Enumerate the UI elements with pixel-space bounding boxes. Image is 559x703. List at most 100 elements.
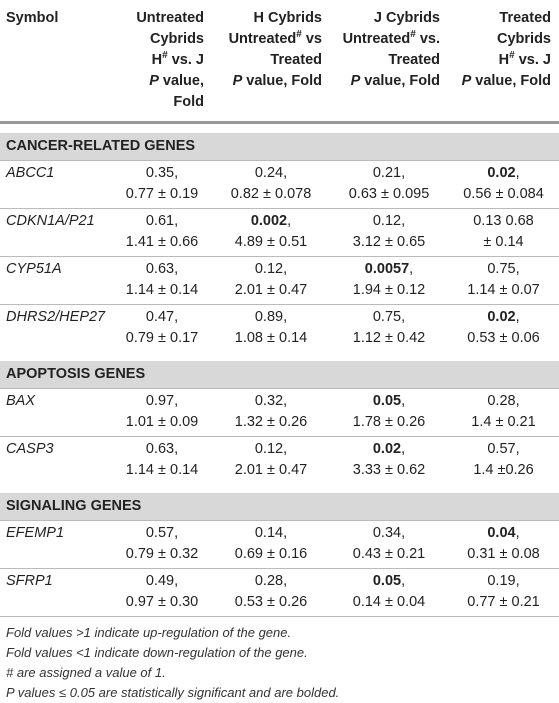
gene-row: SFRP1 0.49, 0.97 ± 0.30 0.28, 0.53 ± 0.26 0.0… <box>0 568 559 616</box>
header-text: P <box>149 73 159 89</box>
value-cell: 0.0057, 1.94 ± 0.12 <box>330 256 448 305</box>
value-cell: 0.05, 1.78 ± 0.26 <box>330 388 448 437</box>
p-value: 0.63 <box>145 261 175 277</box>
separator: , <box>174 393 179 409</box>
header-line: Treated <box>388 52 440 68</box>
fold-value: 1.14 ± 0.14 <box>125 462 199 478</box>
value-cell: 0.61, 1.41 ± 0.66 <box>112 208 212 257</box>
fold-value: 0.56 ± 0.084 <box>463 186 544 202</box>
value-cell: 0.24, 0.82 ± 0.078 <box>212 160 330 209</box>
p-value: 0.28 <box>487 393 516 409</box>
p-value: 0.12 <box>372 213 402 229</box>
p-line: 0.12, <box>334 211 444 232</box>
value-cell: 0.32, 1.32 ± 0.26 <box>212 388 330 437</box>
separator: , <box>283 165 288 181</box>
value-cell: 0.002, 4.89 ± 0.51 <box>212 208 330 257</box>
header-text: value, Fold <box>158 73 204 110</box>
p-line: 0.12, <box>216 439 326 460</box>
p-line: 0.14, <box>216 523 326 544</box>
header-line: Cybrids <box>150 31 204 47</box>
p-value: 0.57 <box>145 525 175 541</box>
p-line: 0.32, <box>216 391 326 412</box>
fold-value: 2.01 ± 0.47 <box>234 282 308 298</box>
fold-value: 0.79 ± 0.32 <box>125 546 199 562</box>
p-line: 0.57, <box>452 439 555 460</box>
header-text: Untreated <box>228 31 297 47</box>
header-text: value, Fold <box>360 73 440 89</box>
p-line: 0.63, <box>116 439 208 460</box>
separator: , <box>283 573 288 589</box>
p-line: 0.21, <box>334 163 444 184</box>
value-cell: 0.13 0.68 ± 0.14 <box>448 208 559 257</box>
fold-value: 1.08 ± 0.14 <box>234 330 308 346</box>
p-value: 0.89 <box>254 309 284 325</box>
fold-value: 3.12 ± 0.65 <box>352 234 426 250</box>
p-line: 0.63, <box>116 259 208 280</box>
p-line: 0.002, <box>216 211 326 232</box>
p-value: 0.32 <box>254 393 284 409</box>
header-text: H <box>151 52 163 68</box>
p-value: 0.47 <box>145 309 175 325</box>
p-value: 0.0057 <box>364 261 410 277</box>
separator: , <box>515 573 520 589</box>
separator: , <box>401 441 406 457</box>
p-line: 0.05, <box>334 391 444 412</box>
section-title: APOPTOSIS GENES <box>0 358 559 389</box>
value-cell: 0.12, 2.01 ± 0.47 <box>212 256 330 305</box>
separator: , <box>401 309 406 325</box>
gene-symbol: CASP3 <box>0 436 112 484</box>
separator: , <box>515 441 520 457</box>
separator: , <box>401 165 406 181</box>
header-text: vs. J <box>514 52 551 68</box>
p-value: 0.12 <box>254 441 284 457</box>
fold-value: ± 0.14 <box>483 234 524 250</box>
value-cell: 0.89, 1.08 ± 0.14 <box>212 304 330 352</box>
p-line: 0.28, <box>452 391 555 412</box>
header-text: P <box>461 73 472 89</box>
p-value: 0.63 <box>145 441 175 457</box>
column-header: Symbol <box>0 0 112 124</box>
header-line: Untreated# vs. <box>334 29 440 50</box>
gene-row: CASP3 0.63, 1.14 ± 0.14 0.12, 2.01 ± 0.47 0.0… <box>0 436 559 484</box>
spacer <box>0 352 559 360</box>
separator: , <box>174 309 179 325</box>
header-line: H# vs. J <box>452 50 551 71</box>
section-title: SIGNALING GENES <box>0 490 559 521</box>
p-value: 0.75 <box>372 309 402 325</box>
value-cell: 0.49, 0.97 ± 0.30 <box>112 568 212 616</box>
gene-row: ABCC1 0.35, 0.77 ± 0.19 0.24, 0.82 ± 0.078 0.… <box>0 160 559 209</box>
separator: , <box>174 573 179 589</box>
value-cell: 0.02, 3.33 ± 0.62 <box>330 436 448 484</box>
value-cell: 0.34, 0.43 ± 0.21 <box>330 520 448 569</box>
p-value: 0.24 <box>254 165 284 181</box>
header-text: # <box>410 29 416 41</box>
header-line: P value, Fold <box>334 71 440 92</box>
header-text: # <box>162 50 168 62</box>
fold-value: 0.82 ± 0.078 <box>230 186 312 202</box>
fold-value: 4.89 ± 0.51 <box>234 234 308 250</box>
separator: , <box>401 213 406 229</box>
p-value: 0.02 <box>487 165 516 181</box>
header-line: H# vs. J <box>116 50 204 71</box>
gene-row: BAX 0.97, 1.01 ± 0.09 0.32, 1.32 ± 0.26 0.05,… <box>0 388 559 437</box>
fold-value: 0.69 ± 0.16 <box>234 546 308 562</box>
header-text: P <box>350 73 361 89</box>
section-row: CANCER-RELATED GENES <box>0 130 559 161</box>
footnote: Fold values >1 indicate up-regulation of… <box>6 625 292 640</box>
p-value: 0.04 <box>487 525 516 541</box>
fold-value: 0.14 ± 0.04 <box>352 594 426 610</box>
fold-value: 2.01 ± 0.47 <box>234 462 308 478</box>
separator: , <box>174 441 179 457</box>
value-cell: 0.04, 0.31 ± 0.08 <box>448 520 559 569</box>
header-line: J Cybrids <box>373 10 440 26</box>
p-value: 0.02 <box>487 309 516 325</box>
value-cell: 0.12, 3.12 ± 0.65 <box>330 208 448 257</box>
p-line: 0.04, <box>452 523 555 544</box>
header-line: Symbol <box>6 10 59 26</box>
p-line: 0.61, <box>116 211 208 232</box>
header-line: Treated <box>270 52 322 68</box>
value-cell: 0.57, 0.79 ± 0.32 <box>112 520 212 569</box>
header-text: vs. J <box>167 52 204 68</box>
p-line: 0.02, <box>452 163 555 184</box>
column-header: H Cybrids Untreated# vs Treated P value, Fo… <box>212 0 330 124</box>
